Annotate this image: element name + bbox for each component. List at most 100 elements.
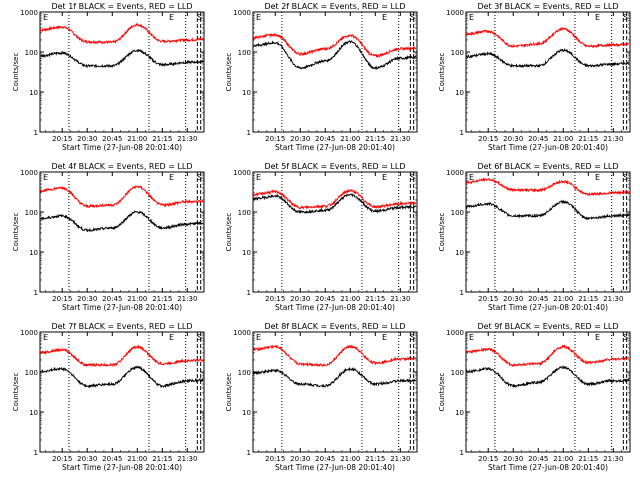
series-line-lld	[252, 188, 417, 210]
y-tick-label: 1000	[446, 169, 464, 177]
series-line-events	[252, 40, 417, 71]
chart-title: Det 9f BLACK = Events, RED = LLD	[477, 322, 618, 331]
series-line-events	[466, 47, 630, 69]
y-axis-label: Counts/sec	[438, 53, 446, 92]
x-tick-label: 20:45	[528, 135, 548, 143]
y-tick-label: 100	[451, 209, 464, 217]
marker-label-e: E	[169, 173, 174, 182]
chart-title: Det 3f BLACK = Events, RED = LLD	[477, 2, 618, 11]
marker-label-e: E	[169, 333, 174, 342]
plot-frame	[39, 171, 205, 293]
y-tick-label: 1000	[20, 9, 38, 17]
y-tick-label: 100	[238, 369, 251, 377]
panel-2: Det 2f BLACK = Events, RED = LLD 1 10 100 10…	[225, 2, 418, 152]
y-tick-label: 100	[451, 49, 464, 57]
x-tick-label: 20:45	[528, 455, 548, 463]
chart-title: Det 6f BLACK = Events, RED = LLD	[477, 162, 618, 171]
y-axis-label: Counts/sec	[225, 53, 233, 92]
y-tick-label: 1000	[20, 169, 38, 177]
x-tick-label: 21:00	[127, 455, 147, 463]
x-tick-label: 21:00	[553, 295, 573, 303]
x-axis-label: Start Time (27-Jun-08 20:01:40)	[488, 463, 608, 472]
marker-label-e: E	[382, 173, 387, 182]
plot-frame	[465, 171, 631, 293]
x-tick-label: 20:45	[315, 135, 335, 143]
y-tick-label: 1000	[233, 9, 251, 17]
x-axis-label: Start Time (27-Jun-08 20:01:40)	[275, 143, 395, 152]
y-tick-label: 10	[242, 89, 251, 97]
x-tick-label: 20:15	[265, 135, 285, 143]
x-tick-label: 21:15	[578, 295, 598, 303]
y-tick-label: 10	[455, 409, 464, 417]
x-axis-label: Start Time (27-Jun-08 20:01:40)	[275, 303, 395, 312]
x-tick-label: 20:45	[315, 455, 335, 463]
marker-label-s: S	[197, 13, 202, 22]
x-tick-label: 21:00	[553, 135, 573, 143]
x-tick-label: 20:45	[315, 295, 335, 303]
marker-label-e: E	[256, 13, 261, 22]
panel-3: Det 3f BLACK = Events, RED = LLD 1 10 100 10…	[438, 2, 631, 152]
panel-8: Det 8f BLACK = Events, RED = LLD 1 10 100 10…	[225, 322, 418, 472]
x-tick-label: 20:15	[52, 295, 72, 303]
marker-label-e: E	[382, 13, 387, 22]
y-tick-label: 10	[242, 249, 251, 257]
marker-label-s: S	[410, 173, 415, 182]
x-tick-label: 20:45	[102, 455, 122, 463]
plot-frame	[465, 331, 631, 453]
x-tick-label: 20:15	[478, 135, 498, 143]
y-tick-label: 10	[242, 409, 251, 417]
series-line-events	[252, 193, 417, 214]
panel-9: Det 9f BLACK = Events, RED = LLD 1 10 100 10…	[438, 322, 631, 472]
series-line-lld	[465, 344, 630, 368]
y-tick-label: 1	[34, 449, 38, 457]
chart-title: Det 7f BLACK = Events, RED = LLD	[51, 322, 192, 331]
x-tick-label: 21:30	[390, 135, 410, 143]
x-tick-label: 21:15	[152, 455, 172, 463]
x-axis-label: Start Time (27-Jun-08 20:01:40)	[488, 303, 608, 312]
x-tick-label: 21:15	[365, 455, 385, 463]
series-line-events	[465, 364, 630, 389]
x-tick-label: 21:00	[340, 455, 360, 463]
y-axis-label: Counts/sec	[12, 53, 20, 92]
panel-6: Det 6f BLACK = Events, RED = LLD 1 10 100 10…	[438, 162, 631, 312]
y-tick-label: 100	[25, 209, 38, 217]
panel-7: Det 7f BLACK = Events, RED = LLD 1 10 100 10…	[12, 322, 205, 472]
marker-label-s: S	[623, 333, 628, 342]
y-tick-label: 1000	[446, 329, 464, 337]
x-tick-label: 21:30	[177, 455, 197, 463]
x-tick-label: 20:45	[102, 135, 122, 143]
marker-label-e: E	[256, 333, 261, 342]
x-tick-label: 20:30	[290, 295, 310, 303]
y-axis-label: Counts/sec	[12, 213, 20, 252]
y-axis-label: Counts/sec	[438, 213, 446, 252]
marker-label-e: E	[595, 333, 600, 342]
y-tick-label: 100	[238, 49, 251, 57]
x-tick-label: 21:00	[340, 295, 360, 303]
marker-label-e: E	[256, 173, 261, 182]
y-tick-label: 1	[247, 129, 251, 137]
x-tick-label: 21:30	[390, 455, 410, 463]
panel-5: Det 5f BLACK = Events, RED = LLD 1 10 100 10…	[225, 162, 418, 312]
y-tick-label: 10	[455, 249, 464, 257]
x-axis-label: Start Time (27-Jun-08 20:01:40)	[488, 143, 608, 152]
y-tick-label: 1000	[233, 329, 251, 337]
x-tick-label: 20:30	[77, 455, 97, 463]
marker-label-s: S	[410, 333, 415, 342]
x-tick-label: 21:00	[127, 295, 147, 303]
marker-label-s: S	[623, 13, 628, 22]
x-tick-label: 21:30	[603, 135, 623, 143]
y-tick-label: 100	[25, 369, 38, 377]
x-tick-label: 20:15	[478, 295, 498, 303]
x-tick-label: 20:15	[52, 455, 72, 463]
x-axis-label: Start Time (27-Jun-08 20:01:40)	[275, 463, 395, 472]
plot-frame	[252, 11, 418, 133]
x-tick-label: 21:30	[603, 455, 623, 463]
marker-label-s: S	[197, 173, 202, 182]
y-tick-label: 1	[460, 449, 464, 457]
series-line-events	[39, 48, 204, 69]
plot-frame	[39, 11, 205, 133]
x-tick-label: 21:30	[177, 135, 197, 143]
x-tick-label: 20:30	[503, 135, 523, 143]
